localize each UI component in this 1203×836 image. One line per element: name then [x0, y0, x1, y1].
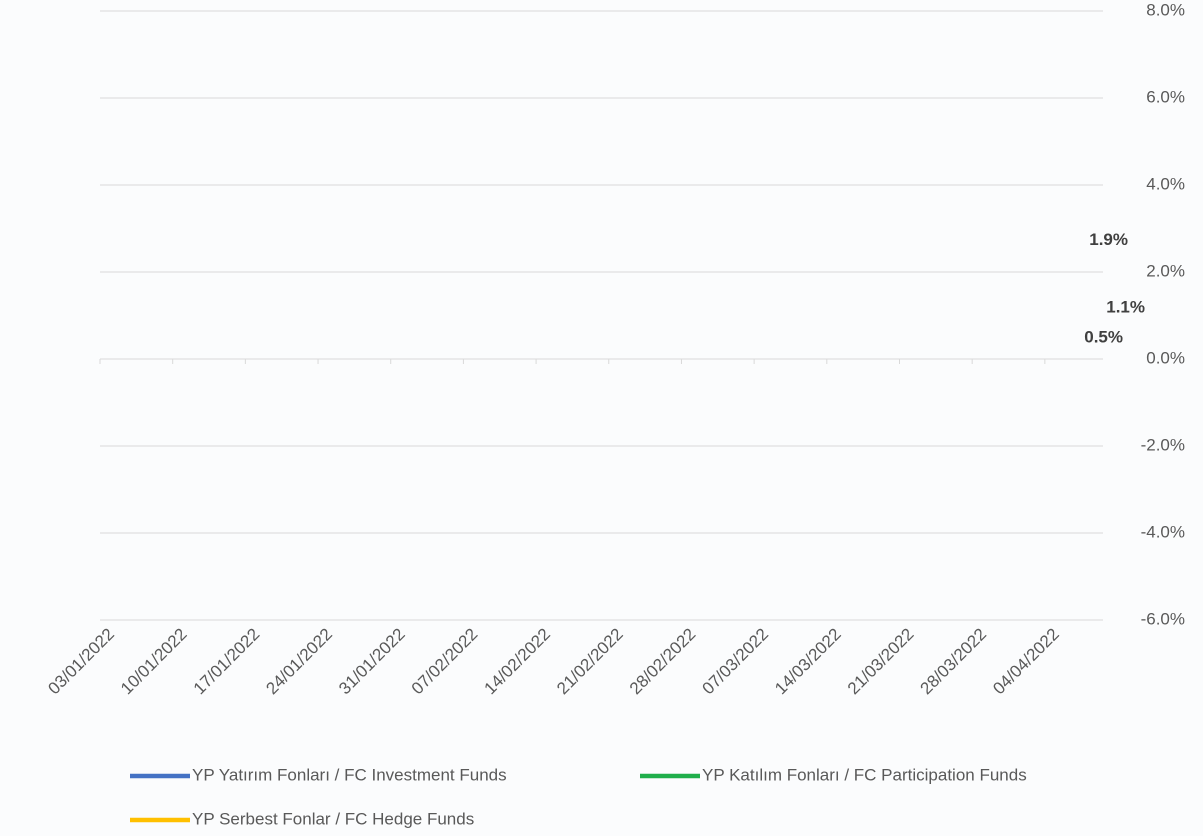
data-label: 1.9%: [1089, 230, 1128, 249]
legend-item: YP Serbest Fonlar / FC Hedge Funds: [130, 809, 474, 828]
y-tick-label: 0.0%: [1146, 348, 1185, 367]
legend-label: YP Katılım Fonları / FC Participation Fu…: [702, 765, 1027, 784]
y-tick-label: 6.0%: [1146, 87, 1185, 106]
legend-item: YP Katılım Fonları / FC Participation Fu…: [640, 765, 1027, 784]
data-label: 0.5%: [1084, 328, 1123, 347]
legend-label: YP Yatırım Fonları / FC Investment Funds: [192, 765, 507, 784]
legend-item: YP Yatırım Fonları / FC Investment Funds: [130, 765, 507, 784]
y-tick-label: 2.0%: [1146, 261, 1185, 280]
data-label: 1.1%: [1106, 298, 1145, 317]
y-tick-label: -6.0%: [1141, 609, 1185, 628]
legend-label: YP Serbest Fonlar / FC Hedge Funds: [192, 809, 474, 828]
y-tick-label: 8.0%: [1146, 0, 1185, 19]
y-tick-label: 4.0%: [1146, 174, 1185, 193]
y-tick-label: -4.0%: [1141, 522, 1185, 541]
y-tick-label: -2.0%: [1141, 435, 1185, 454]
